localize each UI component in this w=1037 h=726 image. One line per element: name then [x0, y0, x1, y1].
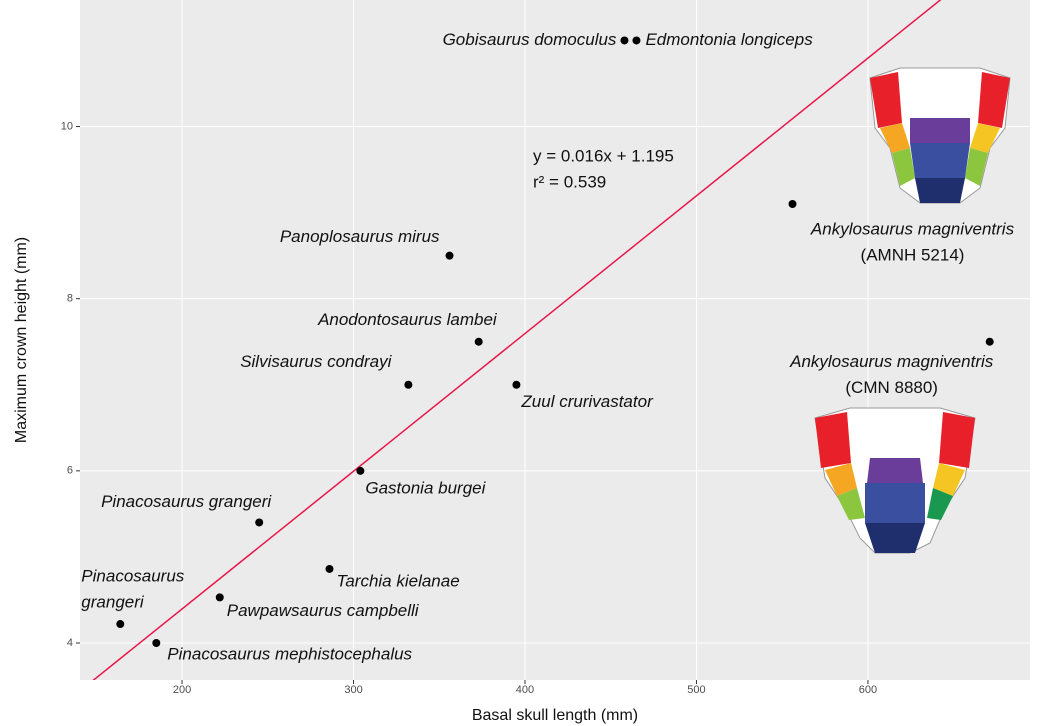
- point: [325, 564, 334, 573]
- point: [215, 593, 224, 602]
- x-tick-label: 500: [687, 684, 705, 696]
- point: [356, 466, 365, 475]
- fit-line: [92, 0, 942, 680]
- x-tick-label: 600: [859, 684, 877, 696]
- point: [512, 380, 521, 389]
- point-label: (AMNH 5214): [861, 245, 965, 264]
- point-label: Ankylosaurus magniventris: [810, 219, 1015, 238]
- panel: [80, 0, 1030, 680]
- point-label: Pinacosaurus grangeri: [101, 492, 272, 511]
- point-label: Tarchia kielanae: [337, 571, 460, 590]
- annotation: r² = 0.539: [533, 172, 606, 191]
- x-tick-label: 300: [344, 684, 362, 696]
- y-tick-label: 6: [67, 465, 73, 477]
- point: [404, 380, 413, 389]
- point: [255, 518, 264, 527]
- point: [474, 337, 483, 346]
- point: [152, 638, 161, 647]
- point-label: Pinacosaurus: [81, 567, 185, 586]
- point: [445, 251, 454, 260]
- point-label: Ankylosaurus magniventris: [789, 352, 994, 371]
- y-tick-label: 4: [67, 637, 73, 649]
- x-axis-title: Basal skull length (mm): [472, 707, 638, 724]
- point-label: Zuul crurivastator: [520, 392, 654, 411]
- point: [632, 36, 641, 45]
- point: [985, 337, 994, 346]
- skull-illustration: [814, 407, 976, 554]
- y-axis-title: Maximum crown height (mm): [13, 237, 30, 443]
- y-tick-label: 8: [67, 293, 73, 305]
- point-label: grangeri: [81, 593, 145, 612]
- point-label: Silvisaurus condrayi: [240, 352, 392, 371]
- point-label: Pinacosaurus mephistocephalus: [167, 644, 412, 663]
- x-tick-label: 200: [173, 684, 191, 696]
- point: [788, 200, 797, 208]
- point-label: (CMN 8880): [845, 378, 938, 397]
- point: [620, 36, 629, 45]
- x-tick-label: 400: [516, 684, 534, 696]
- point-label: Anodontosaurus lambei: [317, 310, 498, 329]
- point: [116, 620, 125, 629]
- point-label: Edmontonia longiceps: [645, 30, 813, 49]
- point-label: Gobisaurus domoculus: [443, 30, 617, 49]
- point-label: Panoplosaurus mirus: [280, 227, 440, 246]
- point-label: Gastonia burgei: [365, 478, 486, 497]
- point-label: Pawpawsaurus campbelli: [227, 601, 420, 620]
- annotation: y = 0.016x + 1.195: [533, 146, 674, 165]
- y-tick-label: 10: [61, 120, 73, 132]
- plot-area: [92, 0, 994, 680]
- skull-illustration: [869, 67, 1011, 204]
